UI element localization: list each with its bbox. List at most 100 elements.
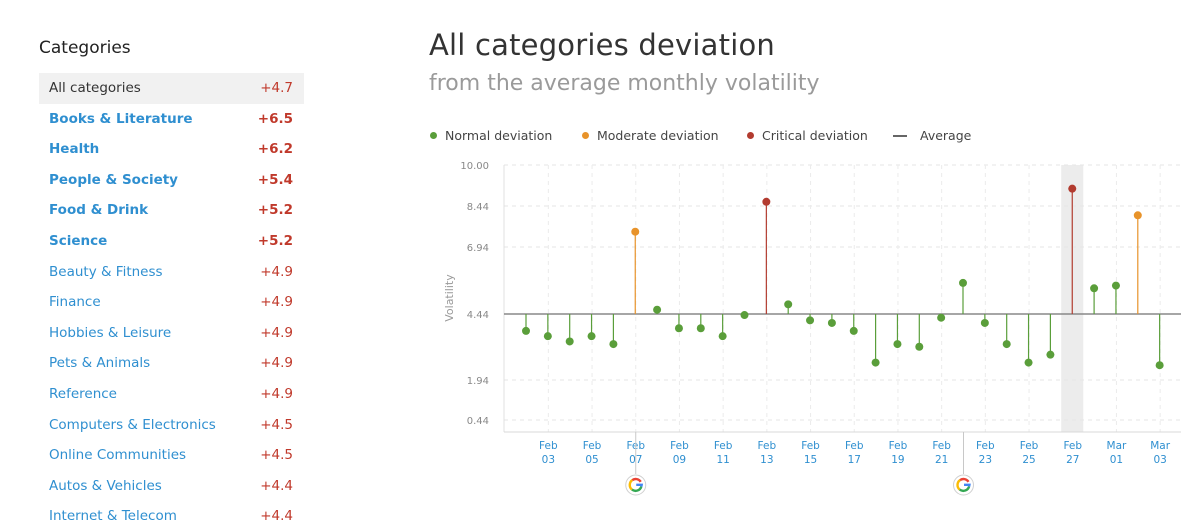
x-tick-label: Feb (1020, 440, 1039, 452)
category-value: +5.2 (257, 232, 293, 249)
data-point[interactable] (674, 324, 683, 333)
category-value: +5.4 (257, 171, 293, 188)
data-point[interactable] (784, 300, 793, 309)
x-tick-label: 01 (1110, 454, 1123, 466)
category-item[interactable]: Computers & Electronics +4.5 (39, 410, 304, 441)
data-point[interactable] (740, 311, 749, 320)
category-item[interactable]: Beauty & Fitness +4.9 (39, 257, 304, 288)
legend-normal[interactable]: Normal deviation (430, 128, 552, 143)
category-value: +4.9 (260, 263, 293, 280)
google-arc (956, 479, 961, 491)
category-label: Pets & Animals (49, 355, 151, 372)
y-tick-label: 1.94 (467, 376, 489, 387)
category-item[interactable]: People & Society +5.4 (39, 165, 304, 196)
x-tick-label: Feb (932, 440, 951, 452)
google-logo-icon[interactable] (953, 474, 974, 496)
category-value: +4.9 (260, 294, 293, 311)
x-tick-label: 11 (716, 454, 729, 466)
data-point[interactable] (565, 337, 574, 346)
x-tick-label: 27 (1066, 454, 1079, 466)
legend-average[interactable]: Average (893, 128, 971, 143)
x-tick-label: 09 (673, 454, 686, 466)
data-point[interactable] (696, 324, 705, 333)
data-point[interactable] (915, 342, 924, 351)
data-point[interactable] (1133, 211, 1142, 220)
data-point[interactable] (1111, 281, 1120, 290)
y-tick-label: 8.44 (467, 202, 489, 213)
x-tick-label: 25 (1022, 454, 1035, 466)
category-label: Books & Literature (49, 110, 193, 127)
legend-critical-label: Critical deviation (762, 128, 868, 143)
data-point[interactable] (762, 197, 771, 206)
x-tick-label: Feb (539, 440, 558, 452)
category-label: Internet & Telecom (49, 508, 177, 525)
category-item[interactable]: Autos & Vehicles +4.4 (39, 471, 304, 502)
category-label: Computers & Electronics (49, 416, 216, 433)
data-point[interactable] (522, 326, 530, 335)
category-item[interactable]: Internet & Telecom +4.4 (39, 501, 304, 532)
category-label: Beauty & Fitness (49, 263, 163, 280)
x-tick-label: 17 (848, 454, 861, 466)
category-item[interactable]: Health +6.2 (39, 134, 304, 165)
x-tick-label: 21 (935, 454, 948, 466)
data-point[interactable] (959, 278, 967, 287)
data-point[interactable] (849, 326, 858, 335)
critical-dot-icon (747, 132, 754, 139)
legend-moderate-label: Moderate deviation (597, 128, 719, 143)
sidebar-title: Categories (39, 38, 131, 58)
data-point[interactable] (1024, 358, 1033, 367)
data-point[interactable] (1068, 184, 1077, 193)
category-item[interactable]: Books & Literature +6.5 (39, 104, 304, 135)
y-axis-title: Volatility (443, 274, 456, 322)
data-point[interactable] (631, 227, 640, 236)
category-value: +4.4 (260, 508, 293, 525)
data-point[interactable] (937, 313, 946, 322)
x-tick-label: Feb (976, 440, 995, 452)
data-point[interactable] (1090, 284, 1099, 293)
category-item[interactable]: Pets & Animals +4.9 (39, 348, 304, 379)
data-point[interactable] (980, 318, 989, 327)
category-item[interactable]: Food & Drink +5.2 (39, 195, 304, 226)
category-item[interactable]: Hobbies & Leisure +4.9 (39, 318, 304, 349)
data-point[interactable] (609, 340, 618, 349)
y-tick-label: 10.00 (460, 161, 489, 172)
y-tick-label: 6.94 (467, 243, 489, 254)
category-item[interactable]: Online Communities +4.5 (39, 440, 304, 471)
google-arc (959, 477, 970, 483)
category-value: +4.9 (260, 324, 293, 341)
legend-average-label: Average (920, 128, 972, 143)
x-tick-label: Feb (714, 440, 733, 452)
category-item[interactable]: Finance +4.9 (39, 287, 304, 318)
data-point[interactable] (871, 358, 880, 367)
page-subtitle: from the average monthly volatility (429, 71, 820, 96)
x-tick-label: Feb (670, 440, 689, 452)
category-label: Reference (49, 385, 117, 402)
data-point[interactable] (587, 332, 596, 341)
data-point[interactable] (543, 332, 552, 341)
google-logo-icon[interactable] (625, 474, 647, 496)
category-item[interactable]: Reference +4.9 (39, 379, 304, 410)
volatility-chart: 10.00 8.44 6.94 4.44 1.94 0.44 Volatility Feb 03… (443, 161, 1181, 496)
data-point[interactable] (806, 316, 815, 325)
data-point[interactable] (718, 332, 727, 341)
google-arc (636, 483, 644, 487)
data-point[interactable] (1155, 361, 1164, 370)
category-label: Autos & Vehicles (49, 477, 162, 494)
data-point[interactable] (1002, 340, 1011, 349)
legend-normal-label: Normal deviation (445, 128, 553, 143)
category-item[interactable]: Science +5.2 (39, 226, 304, 257)
data-point[interactable] (893, 340, 902, 349)
legend-moderate[interactable]: Moderate deviation (582, 128, 719, 143)
x-tick-label: Feb (889, 440, 908, 452)
x-tick-label: Mar (1107, 440, 1127, 452)
category-item[interactable]: All categories +4.7 (39, 73, 304, 104)
x-tick-label: Feb (583, 440, 602, 452)
category-label: Food & Drink (49, 202, 149, 219)
category-value: +4.5 (260, 447, 293, 464)
category-label: Finance (49, 294, 101, 311)
legend-critical[interactable]: Critical deviation (747, 128, 868, 143)
data-point[interactable] (1046, 350, 1055, 359)
data-point[interactable] (653, 305, 662, 314)
data-point[interactable] (827, 318, 836, 327)
category-list: All categories +4.7 Books & Literature +6.5… (39, 73, 304, 532)
